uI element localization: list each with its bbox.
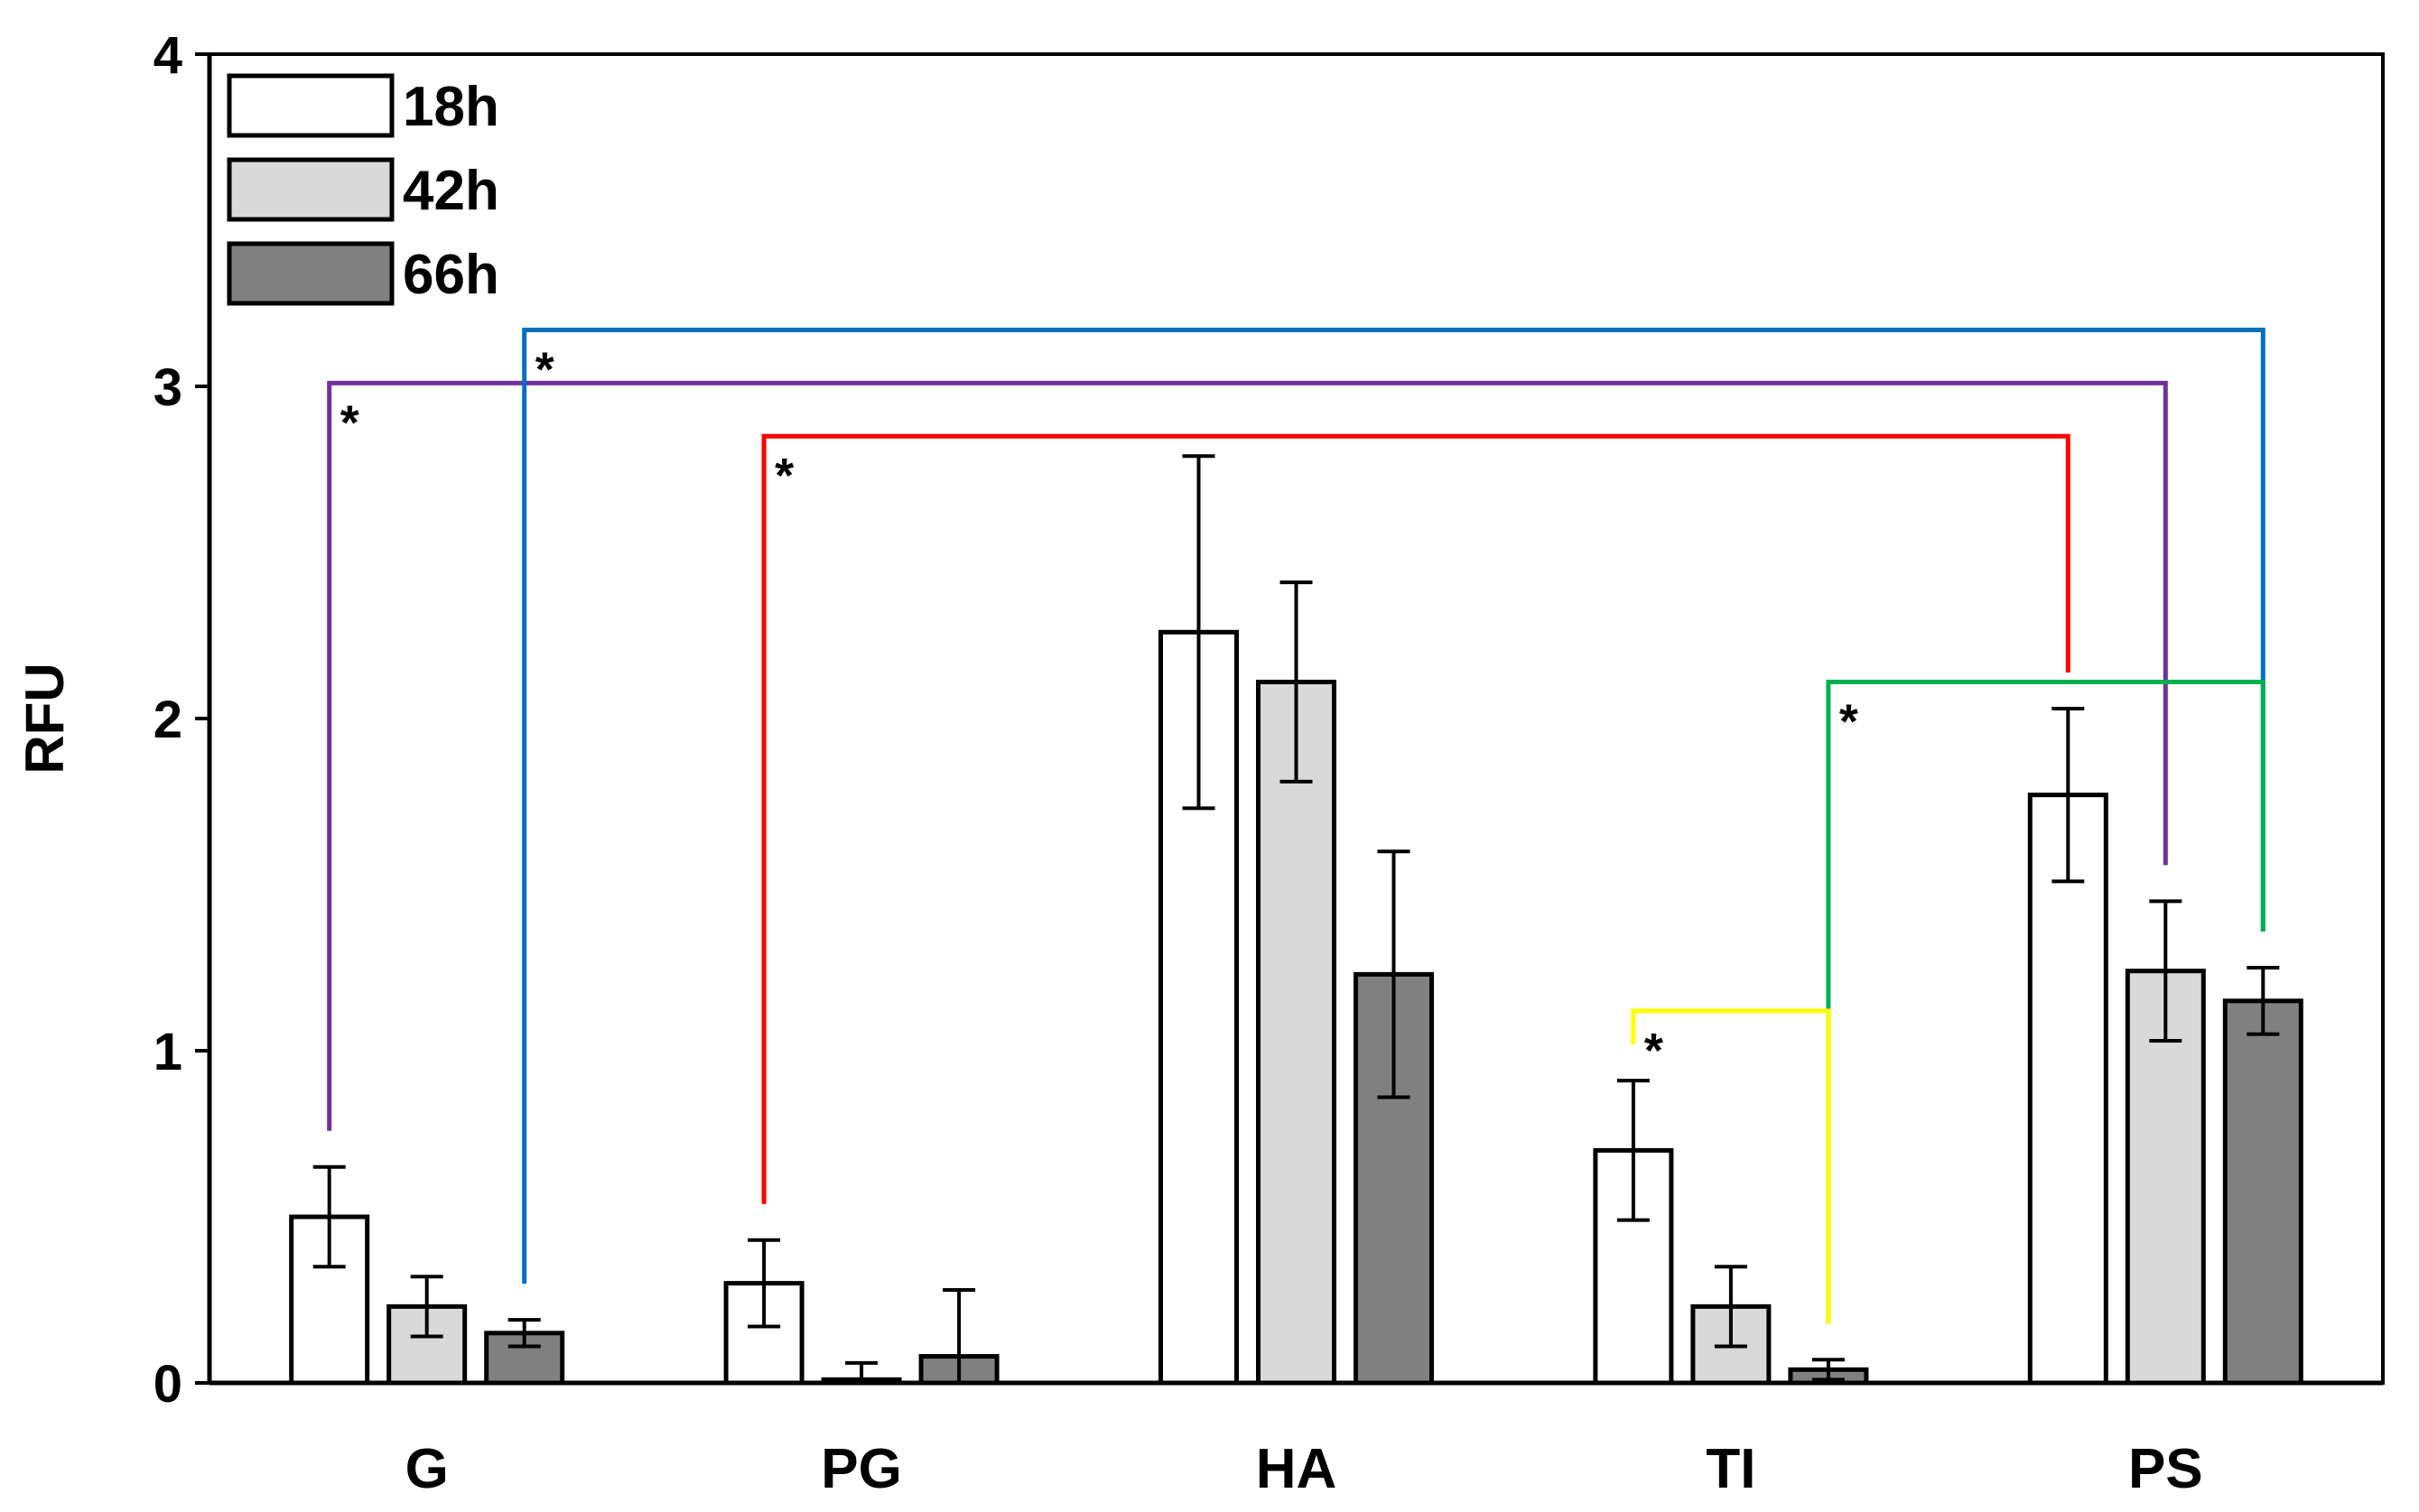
x-tick-labels: G PG HA TI PS <box>405 1438 2203 1500</box>
bars <box>289 629 2303 1386</box>
bar-ti-18h <box>1593 1147 1674 1386</box>
significance-marker: * <box>775 449 794 503</box>
y-tick-label: 0 <box>154 1355 182 1414</box>
significance-marker: * <box>535 342 554 396</box>
y-tick-label: 4 <box>154 26 182 85</box>
significance-marker: * <box>1644 1024 1663 1078</box>
error-bars <box>312 454 2280 1385</box>
bar-ps-66h <box>2222 998 2303 1386</box>
x-tick-label: HA <box>1256 1438 1337 1500</box>
significance-bracket <box>761 433 2070 1204</box>
significance-marker: * <box>340 395 359 450</box>
significance-bracket <box>327 380 2168 1131</box>
legend-label-42h: 42h <box>403 160 499 222</box>
legend-swatch-66h <box>227 241 395 306</box>
bar-ha-42h <box>1256 680 1336 1386</box>
significance-bracket <box>1631 1008 1831 1324</box>
x-tick-label: PG <box>821 1438 902 1500</box>
significance-bracket <box>522 327 2265 1285</box>
legend-label-18h: 18h <box>403 76 499 138</box>
legend-swatch-42h <box>227 157 395 222</box>
legend: 18h 42h 66h <box>227 73 499 306</box>
y-axis: 0 1 2 3 4 <box>154 26 212 1414</box>
x-tick-label: TI <box>1706 1438 1755 1500</box>
y-tick-label: 1 <box>154 1023 182 1081</box>
x-tick-label: PS <box>2128 1438 2203 1500</box>
bar-ps-18h <box>2027 793 2108 1386</box>
y-axis-label: RFU <box>14 663 75 774</box>
legend-swatch-18h <box>227 73 395 138</box>
significance-brackets: * * * * * <box>327 327 2265 1324</box>
y-tick-label: 2 <box>154 691 182 749</box>
legend-label-66h: 66h <box>403 244 499 306</box>
x-tick-label: G <box>405 1438 449 1500</box>
significance-marker: * <box>1839 695 1858 749</box>
bar-g-66h <box>484 1331 565 1386</box>
y-tick-label: 3 <box>154 358 182 417</box>
significance-bracket <box>1826 680 2265 1324</box>
